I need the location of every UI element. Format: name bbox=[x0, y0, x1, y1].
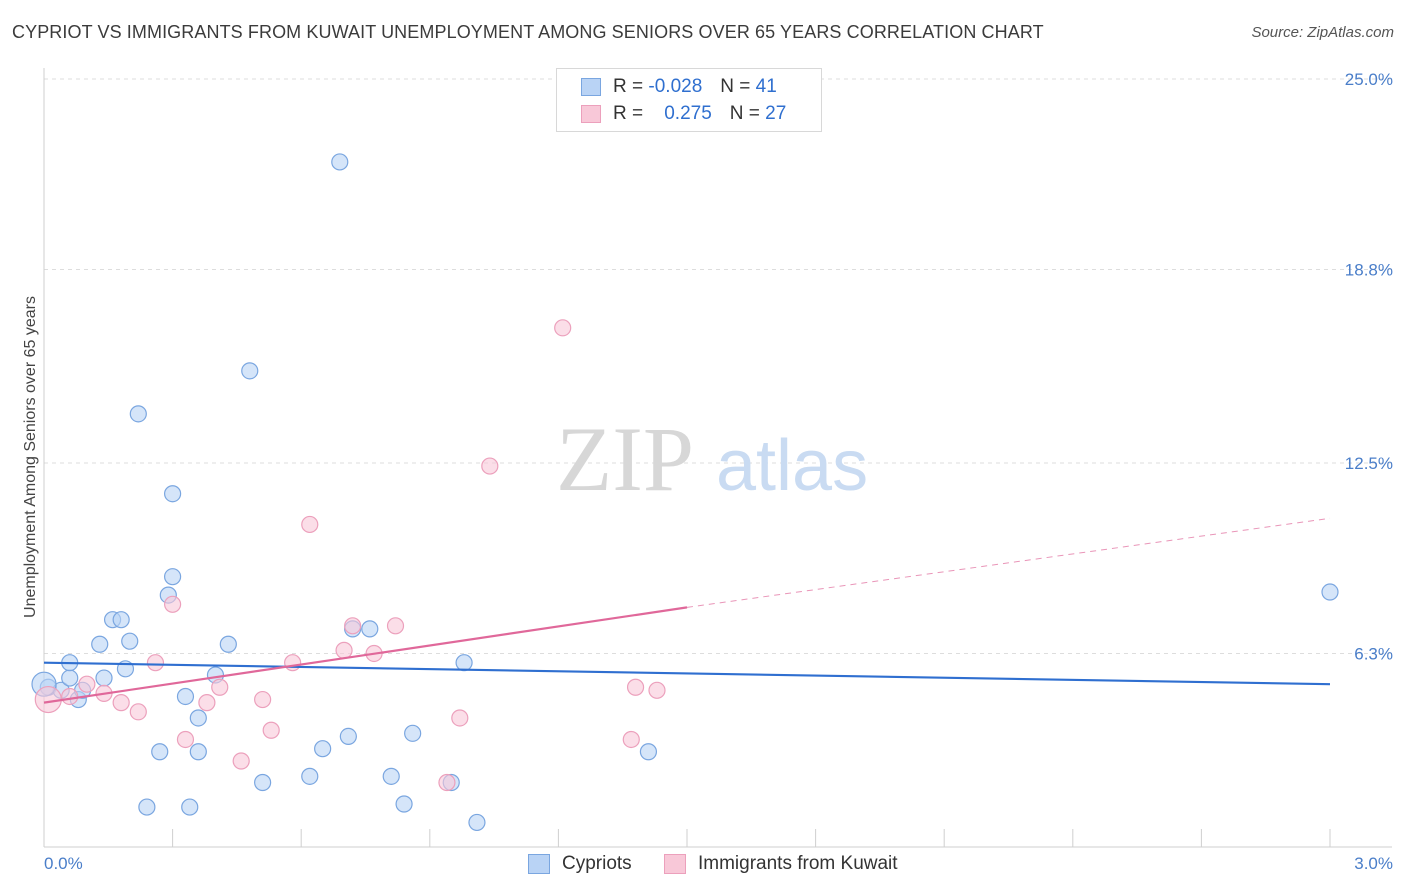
point-cypriots bbox=[241, 362, 259, 380]
point-cypriots bbox=[339, 727, 357, 746]
point-kuwait bbox=[481, 457, 499, 475]
n-value: 27 bbox=[765, 103, 787, 124]
correlation-legend: R = -0.028 N = 41 R = 0.275 N = 27 bbox=[556, 68, 822, 132]
point-kuwait bbox=[648, 681, 666, 699]
legend-swatch-blue bbox=[581, 78, 601, 96]
point-kuwait bbox=[61, 687, 79, 706]
point-cypriots bbox=[151, 743, 169, 761]
point-kuwait bbox=[386, 617, 405, 635]
x-tick-label: 0.0% bbox=[44, 854, 83, 873]
watermark-atlas: atlas bbox=[716, 426, 868, 506]
point-kuwait bbox=[198, 694, 216, 712]
r-label: R = bbox=[613, 76, 644, 97]
axes bbox=[43, 68, 1392, 848]
point-cypriots bbox=[395, 795, 413, 813]
point-cypriots bbox=[314, 740, 332, 758]
point-cypriots bbox=[61, 669, 79, 687]
point-cypriots bbox=[164, 485, 182, 503]
trendline-cypriots bbox=[43, 661, 1331, 686]
x-tick-label: 3.0% bbox=[1354, 854, 1393, 873]
point-cypriots bbox=[455, 654, 473, 672]
chart-title: CYPRIOT VS IMMIGRANTS FROM KUWAIT UNEMPL… bbox=[12, 22, 1044, 42]
point-cypriots bbox=[138, 798, 156, 816]
trendline-kuwait-projection bbox=[686, 517, 1331, 608]
point-kuwait bbox=[626, 678, 645, 696]
source-label: Source: ZipAtlas.com bbox=[1251, 24, 1394, 41]
legend-item-kuwait: Immigrants from Kuwait bbox=[664, 853, 898, 875]
legend-label-kuwait: Immigrants from Kuwait bbox=[698, 853, 898, 874]
point-cypriots bbox=[639, 743, 658, 761]
legend-row-cypriots: R = -0.028 N = 41 bbox=[581, 75, 777, 99]
point-cypriots bbox=[164, 568, 182, 586]
legend-swatch-pink bbox=[581, 105, 601, 123]
x-tick-labels: 0.0% 3.0% bbox=[44, 854, 1393, 873]
n-label: N = bbox=[720, 76, 751, 97]
point-cypriots bbox=[1321, 583, 1339, 601]
y-tick-label: 6.3% bbox=[1354, 644, 1393, 663]
points-kuwait bbox=[34, 319, 666, 792]
point-cypriots bbox=[112, 611, 130, 629]
y-tick-label: 18.8% bbox=[1345, 260, 1393, 279]
point-cypriots bbox=[382, 767, 400, 785]
point-cypriots bbox=[331, 153, 349, 171]
point-cypriots bbox=[301, 767, 319, 785]
y-axis-label-group: Unemployment Among Seniors over 65 years bbox=[22, 296, 39, 618]
points-cypriots bbox=[31, 153, 1339, 832]
legend-label-cypriots: Cypriots bbox=[562, 853, 632, 874]
n-label: N = bbox=[729, 103, 760, 124]
point-kuwait bbox=[344, 617, 362, 635]
point-kuwait bbox=[78, 675, 96, 693]
legend-row-kuwait: R = 0.275 N = 27 bbox=[581, 102, 786, 126]
watermark: ZIP atlas bbox=[556, 408, 868, 510]
point-kuwait bbox=[232, 752, 250, 770]
point-kuwait bbox=[335, 641, 353, 659]
point-cypriots bbox=[189, 743, 207, 761]
y-tick-label: 12.5% bbox=[1345, 454, 1393, 473]
legend-swatch-pink bbox=[664, 854, 686, 874]
y-tick-label: 25.0% bbox=[1345, 70, 1393, 89]
point-kuwait bbox=[622, 730, 640, 749]
trendlines bbox=[43, 517, 1331, 704]
r-value: -0.028 bbox=[648, 76, 703, 97]
y-axis-label: Unemployment Among Seniors over 65 years bbox=[22, 296, 39, 618]
point-kuwait bbox=[146, 654, 165, 672]
point-cypriots bbox=[91, 635, 109, 653]
point-kuwait bbox=[129, 703, 147, 721]
trendline-kuwait bbox=[43, 606, 688, 704]
point-kuwait bbox=[451, 709, 469, 727]
series-legend: Cypriots Immigrants from Kuwait bbox=[0, 851, 1406, 877]
point-cypriots bbox=[361, 620, 379, 638]
point-kuwait bbox=[554, 319, 572, 337]
r-label: R = bbox=[613, 103, 644, 124]
point-kuwait bbox=[284, 654, 302, 672]
point-kuwait bbox=[438, 773, 456, 792]
point-cypriots bbox=[468, 813, 486, 832]
point-kuwait bbox=[262, 721, 280, 739]
point-cypriots bbox=[95, 669, 113, 687]
point-cypriots bbox=[254, 773, 272, 792]
point-kuwait bbox=[112, 694, 130, 712]
point-kuwait bbox=[301, 515, 319, 534]
point-kuwait bbox=[176, 730, 195, 749]
y-tick-labels: 6.3% 12.5% 18.8% 25.0% bbox=[1345, 70, 1393, 663]
watermark-zip: ZIP bbox=[556, 408, 694, 510]
point-cypriots bbox=[129, 405, 147, 423]
r-value: 0.275 bbox=[664, 103, 712, 124]
point-cypriots bbox=[121, 632, 139, 650]
point-cypriots bbox=[404, 724, 422, 742]
point-cypriots bbox=[189, 709, 207, 727]
legend-swatch-blue bbox=[528, 854, 550, 874]
point-cypriots bbox=[181, 798, 199, 816]
point-cypriots bbox=[176, 687, 195, 706]
point-cypriots bbox=[219, 635, 237, 653]
point-kuwait bbox=[254, 690, 272, 709]
point-kuwait bbox=[211, 678, 229, 696]
point-kuwait bbox=[164, 595, 182, 613]
n-value: 41 bbox=[755, 76, 777, 97]
legend-item-cypriots: Cypriots bbox=[528, 853, 632, 875]
